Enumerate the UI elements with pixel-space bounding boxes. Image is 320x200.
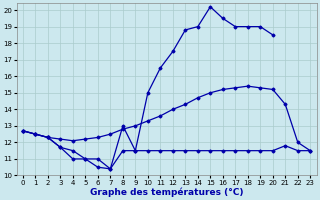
X-axis label: Graphe des températures (°C): Graphe des températures (°C) bbox=[90, 187, 243, 197]
